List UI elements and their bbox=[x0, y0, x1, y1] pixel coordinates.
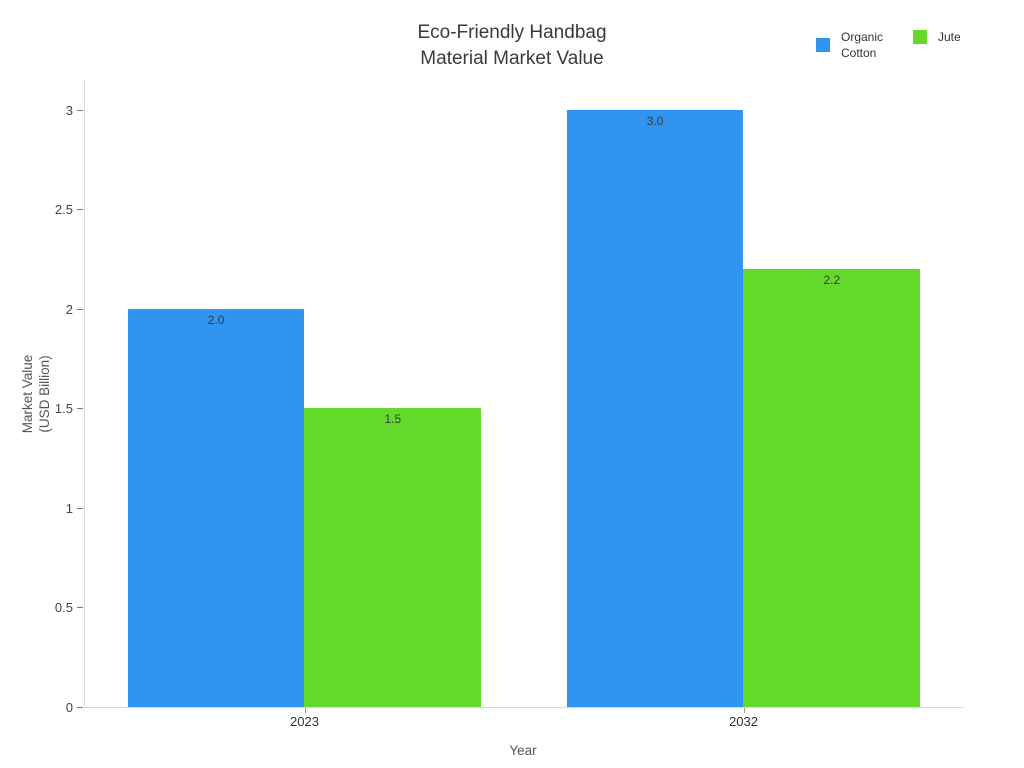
x-axis-title: Year bbox=[509, 743, 537, 758]
y-tick-label: 2.5 bbox=[54, 202, 73, 218]
legend-label-jute: Jute bbox=[938, 30, 961, 44]
y-tick-mark bbox=[77, 109, 83, 111]
chart-title-line2: Material Market Value bbox=[420, 48, 604, 69]
chart-title-line1: Eco-Friendly Handbag bbox=[417, 22, 607, 43]
y-tick-label: 1.5 bbox=[54, 401, 73, 417]
legend-item-organic-cotton[interactable]: Organic Cotton bbox=[816, 29, 897, 61]
bar-value-label: 3.0 bbox=[646, 113, 664, 128]
y-tick-label: 1 bbox=[65, 500, 73, 516]
bar-group-2023: 2.0 1.5 bbox=[127, 80, 482, 707]
y-tick-label: 0 bbox=[65, 700, 73, 715]
y-tick-mark bbox=[77, 209, 83, 211]
legend-item-jute[interactable]: Jute bbox=[913, 29, 961, 45]
legend-label-organic-cotton: Organic Cotton bbox=[841, 30, 884, 60]
plot-area: 0 0.5 1 1.5 2 2.5 3 2.0 1.5 2023 3.0 2.2 2032 bbox=[55, 80, 963, 729]
y-axis-title-line2: (USD Billion) bbox=[37, 355, 52, 433]
x-tick-mark bbox=[743, 708, 745, 713]
x-tick-label: 2023 bbox=[290, 714, 319, 729]
bar-jute-2023: 1.5 bbox=[304, 408, 482, 707]
legend-swatch-jute-icon bbox=[913, 30, 927, 44]
bar-group-2032: 3.0 2.2 bbox=[566, 80, 921, 707]
bar-value-label: 2.2 bbox=[823, 273, 841, 288]
y-tick-label: 0.5 bbox=[54, 600, 73, 616]
bar-value-label: 1.5 bbox=[384, 412, 402, 427]
y-axis-title: Market Value (USD Billion) bbox=[19, 355, 53, 434]
legend: Organic Cotton Jute bbox=[816, 29, 961, 61]
y-tick-mark bbox=[77, 308, 83, 310]
bar-value-label: 2.0 bbox=[207, 312, 225, 327]
y-tick-label: 2 bbox=[65, 301, 73, 317]
y-tick-mark bbox=[77, 607, 83, 609]
chart-title: Eco-Friendly Handbag Material Market Val… bbox=[417, 20, 606, 72]
y-tick-mark bbox=[77, 707, 83, 708]
y-tick-mark bbox=[77, 408, 83, 410]
y-tick-label: 3 bbox=[65, 102, 73, 118]
y-tick-mark bbox=[77, 507, 83, 509]
legend-swatch-organic-cotton-icon bbox=[816, 38, 830, 52]
x-tick-label: 2032 bbox=[729, 714, 758, 729]
y-axis-title-line1: Market Value bbox=[20, 354, 35, 434]
bar-organic-cotton-2023: 2.0 bbox=[127, 308, 305, 707]
x-tick-mark bbox=[304, 708, 306, 713]
bar-jute-2032: 2.2 bbox=[743, 269, 921, 707]
bar-organic-cotton-2032: 3.0 bbox=[566, 109, 744, 707]
